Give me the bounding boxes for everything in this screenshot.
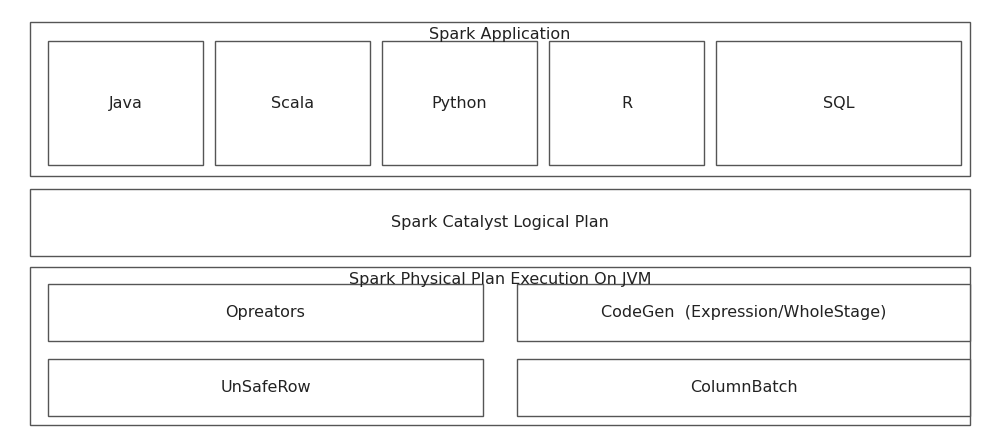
Bar	[215, 41, 370, 165]
Text: Spark Physical Plan Execution On JVM: Spark Physical Plan Execution On JVM	[349, 272, 651, 287]
Text: CodeGen  (Expression/WholeStage): CodeGen (Expression/WholeStage)	[601, 305, 886, 320]
Text: ColumnBatch: ColumnBatch	[690, 380, 797, 395]
Bar	[30, 22, 970, 176]
Text: Python: Python	[432, 95, 487, 111]
Bar	[30, 267, 970, 425]
Bar	[48, 284, 483, 341]
Text: Spark Application: Spark Application	[429, 27, 571, 42]
Bar	[716, 41, 961, 165]
Text: Scala: Scala	[271, 95, 314, 111]
Text: Spark Catalyst Logical Plan: Spark Catalyst Logical Plan	[391, 215, 609, 230]
Text: Opreators: Opreators	[226, 305, 305, 320]
Bar	[517, 284, 970, 341]
Bar	[48, 359, 483, 416]
Bar	[382, 41, 537, 165]
Text: R: R	[621, 95, 632, 111]
Bar	[48, 41, 203, 165]
Text: UnSafeRow: UnSafeRow	[220, 380, 311, 395]
Bar	[517, 359, 970, 416]
Text: Java: Java	[109, 95, 142, 111]
Text: SQL: SQL	[823, 95, 854, 111]
Bar	[30, 189, 970, 256]
Bar	[549, 41, 704, 165]
